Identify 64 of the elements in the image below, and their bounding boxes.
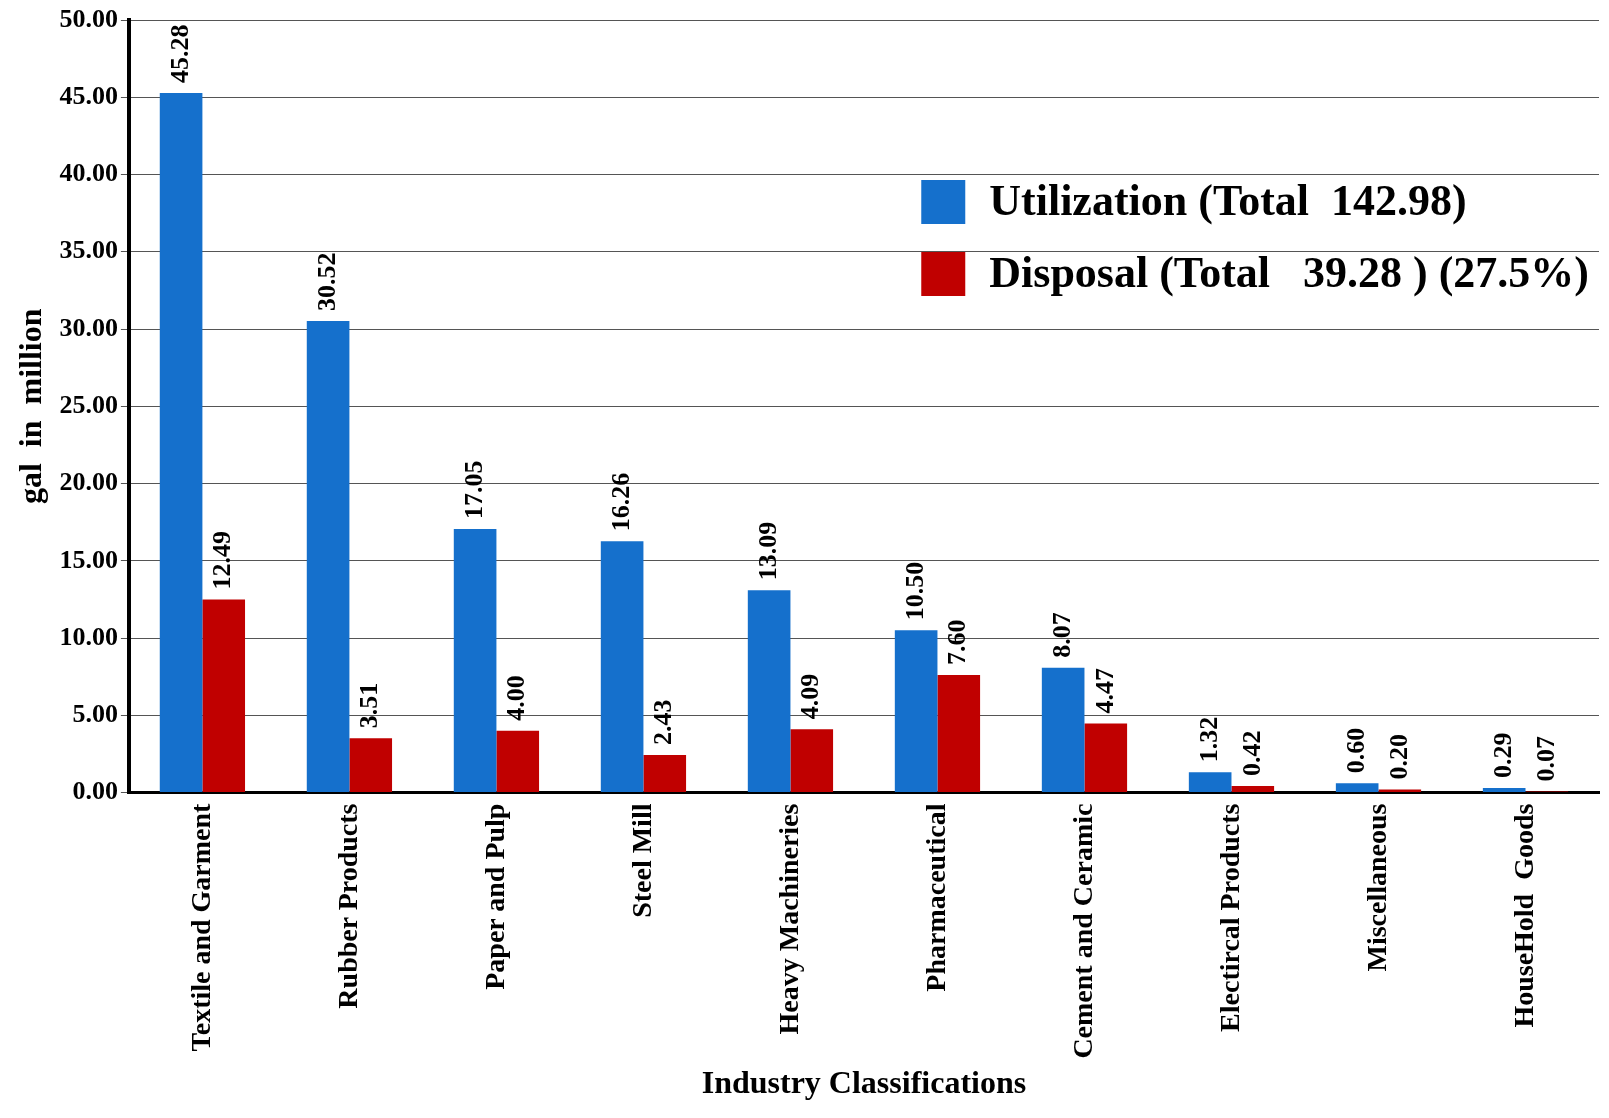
y-tick-label: 5.00 xyxy=(72,699,118,729)
data-label: 3.51 xyxy=(354,682,384,729)
data-label: 4.09 xyxy=(795,673,825,720)
x-tick-label: Electircal Products xyxy=(1213,803,1245,1032)
legend-label: Disposal (Total 39.28 ) (27.5%) xyxy=(989,248,1590,298)
data-label: 7.60 xyxy=(942,619,972,666)
x-tick-label: Rubber Products xyxy=(331,803,363,1009)
x-axis-title: Industry Classifications xyxy=(701,1064,1027,1101)
bar xyxy=(1378,789,1422,793)
bar xyxy=(349,738,393,793)
data-label: 17.05 xyxy=(458,460,488,520)
data-label: 45.28 xyxy=(164,24,194,83)
bar xyxy=(159,92,203,793)
data-label: 4.47 xyxy=(1089,667,1119,714)
data-label: 2.43 xyxy=(648,699,678,746)
bar xyxy=(643,755,687,793)
data-label: 8.07 xyxy=(1046,612,1076,658)
bar xyxy=(747,590,791,793)
y-axis-title: gal in million xyxy=(12,308,49,505)
bar xyxy=(1188,772,1232,793)
data-label: 0.07 xyxy=(1530,735,1560,782)
data-label: 1.32 xyxy=(1193,716,1223,763)
bar xyxy=(496,730,540,793)
y-tick-label: 50.00 xyxy=(59,3,118,33)
legend-label: Utilization (Total 142.98) xyxy=(989,176,1467,226)
bar xyxy=(453,529,497,793)
data-label: 0.42 xyxy=(1236,730,1266,777)
data-label: 4.00 xyxy=(501,675,531,721)
data-label: 13.09 xyxy=(752,521,782,581)
bar xyxy=(1041,667,1085,793)
data-label: 0.29 xyxy=(1487,732,1517,779)
y-tick-label: 35.00 xyxy=(59,235,118,265)
y-tick-label: 10.00 xyxy=(59,621,118,651)
data-label: 0.20 xyxy=(1383,733,1413,780)
bar xyxy=(894,630,938,793)
data-label: 12.49 xyxy=(207,531,237,590)
x-tick-label: Steel Mill xyxy=(625,803,657,918)
y-tick-label: 20.00 xyxy=(59,467,118,497)
y-tick-label: 40.00 xyxy=(59,158,118,188)
x-tick-label: Textile and Garment xyxy=(184,802,216,1052)
y-tick-label: 15.00 xyxy=(59,544,118,574)
x-tick-label: Miscellaneous xyxy=(1360,803,1392,972)
data-label: 10.50 xyxy=(899,561,929,621)
bar xyxy=(1482,788,1526,793)
data-label: 30.52 xyxy=(311,252,341,311)
y-tick-label: 0.00 xyxy=(72,776,118,806)
x-tick-label: Paper and Pulp xyxy=(478,803,510,990)
bar xyxy=(202,599,246,793)
data-label: 0.60 xyxy=(1340,727,1370,774)
y-tick-label: 45.00 xyxy=(59,80,118,110)
x-tick-label: Cement and Ceramic xyxy=(1066,803,1098,1059)
bar xyxy=(937,675,981,793)
y-tick-label: 30.00 xyxy=(59,312,118,342)
bar xyxy=(306,320,350,793)
x-tick-label: Heavy Machineries xyxy=(772,803,804,1035)
bar xyxy=(1084,723,1128,793)
bar xyxy=(1335,783,1379,793)
bar xyxy=(600,541,644,793)
y-tick-label: 25.00 xyxy=(59,389,118,419)
bar xyxy=(790,729,834,793)
data-label: 16.26 xyxy=(605,472,635,532)
x-tick-label: HouseHold Goods xyxy=(1507,803,1539,1028)
bar xyxy=(1231,786,1275,793)
x-tick-label: Pharmaceutical xyxy=(919,803,951,992)
